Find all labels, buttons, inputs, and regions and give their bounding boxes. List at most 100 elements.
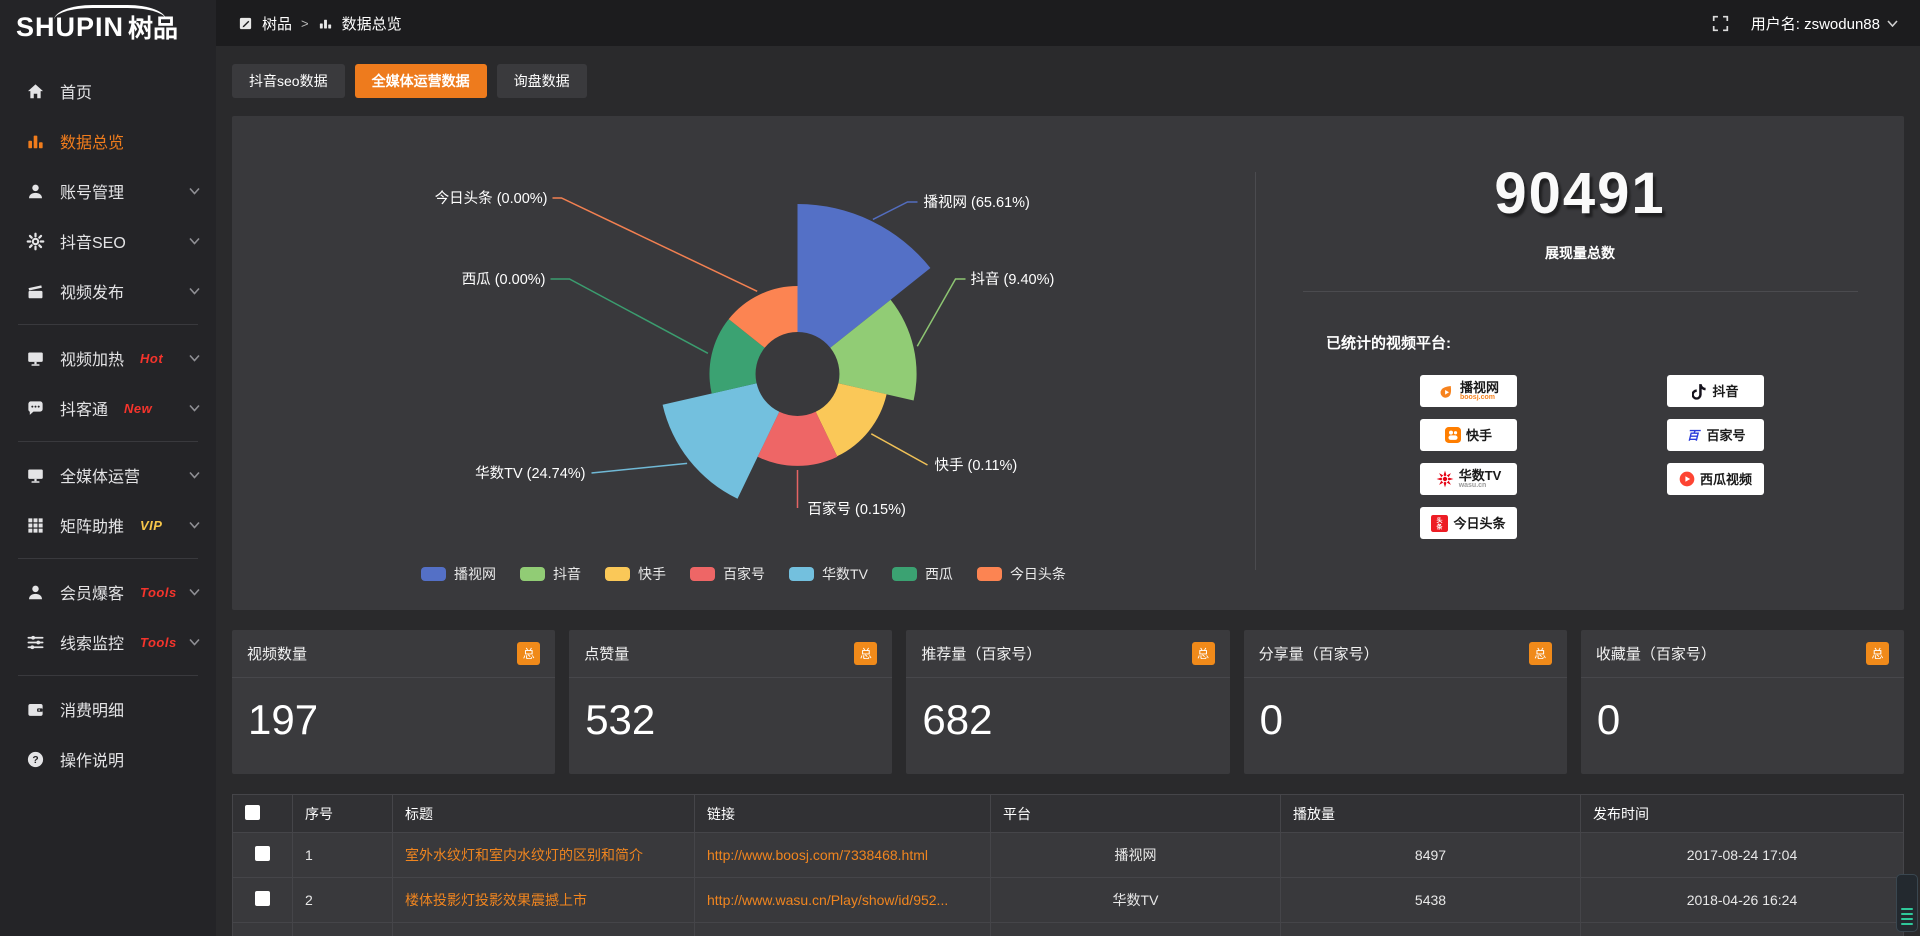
cell-time: 2018-04-26 16:24 [1580,877,1904,923]
pie-slice-百家号[interactable] [757,411,838,466]
breadcrumb-separator: > [301,15,309,31]
select-all-checkbox[interactable] [245,804,260,820]
legend-swatch [520,567,546,581]
legend-label: 百家号 [723,566,766,582]
sidebar-divider [18,441,198,442]
sidebar-badge-New: New [124,400,153,416]
pie-label-今日头条: 今日头条 (0.00%) [435,190,548,207]
cell-title-link[interactable]: 楼体投影灯投影效果震撼上市 [405,892,587,908]
stat-card-推荐量（百家号）: 推荐量（百家号） 总 682 [906,630,1230,774]
svg-text:百: 百 [1687,428,1701,442]
rose-chart-area: 播视网 (65.61%) 抖音 (9.40%) 快手 (0.11%) 百家号 (0.1… [232,116,1255,610]
sidebar-item-视频发布[interactable]: 视频发布 [0,266,216,316]
pie-slice-快手[interactable] [815,383,887,457]
sidebar-item-label: 全媒体运营 [60,469,141,486]
chevron-down-icon [189,237,200,245]
legend-label: 西瓜 [924,566,953,582]
column-header-平台: 平台 [990,794,1281,833]
content: 抖音seo数据 全媒体运营数据 询盘数据 播视网 (65.61%) 抖音 (9.40%… [216,46,1920,936]
stat-card-value: 0 [1259,696,1283,743]
legend-swatch [421,567,447,581]
pie-slice-华数TV[interactable] [662,383,780,499]
legend-label: 播视网 [454,566,497,582]
sidebar-item-操作说明[interactable]: ? 操作说明 [0,734,216,784]
sidebar-item-全媒体运营[interactable]: 全媒体运营 [0,450,216,500]
sidebar-item-视频加热[interactable]: 视频加热 Hot [0,333,216,383]
sidebar-item-账号管理[interactable]: 账号管理 [0,166,216,216]
legend-item-快手[interactable]: 快手 [605,564,666,584]
user-icon [26,182,45,201]
sidebar-badge-VIP: VIP [140,517,163,533]
svg-text:条: 条 [1436,523,1444,531]
sidebar-item-线索监控[interactable]: 线索监控 Tools [0,617,216,667]
kuaishou-logo [1444,427,1461,443]
legend-item-抖音[interactable]: 抖音 [520,564,581,584]
app-logo[interactable]: SHUPIN 树品 [0,0,216,54]
legend-item-播视网[interactable]: 播视网 [421,564,496,584]
sidebar-item-会员爆客[interactable]: 会员爆客 Tools [0,567,216,617]
pie-slice-今日头条[interactable] [728,286,798,348]
sidebar-item-数据总览[interactable]: 数据总览 [0,116,216,166]
breadcrumb: 树品 > 数据总览 [238,13,402,34]
sidebar-item-label: 抖客通 [60,402,109,419]
user-menu[interactable]: 用户名: zswodun88 [1751,13,1898,34]
sidebar-item-抖客通[interactable]: 抖客通 New [0,383,216,433]
stat-cards: 视频数量 总 197 点赞量 总 532 推荐量（百家号） 总 682 分享量（… [232,630,1905,774]
monitor-icon [26,349,45,368]
cell-no: 1 [292,832,393,878]
sidebar-item-label: 矩阵助推 [60,519,125,536]
xigua-logo [1679,471,1695,487]
gear-icon [26,232,45,251]
pie-label-华数TV: 华数TV (24.74%) [475,465,585,482]
widget-line [1901,918,1913,920]
tab-全媒体运营数据[interactable]: 全媒体运营数据 [354,64,487,98]
platform-subtext: boosj.com [1459,393,1495,401]
pie-label-西瓜: 西瓜 (0.00%) [462,272,546,288]
legend-item-今日头条[interactable]: 今日头条 [976,564,1066,584]
impressions-total: 90491 [1494,161,1666,226]
breadcrumb-current[interactable]: 数据总览 [341,15,402,33]
platform-badge-百家号: 百百家号 [1667,419,1764,451]
username-label: 用户名: zswodun88 [1750,15,1880,33]
legend-swatch [976,567,1002,581]
sidebar-item-首页[interactable]: 首页 [0,66,216,116]
floating-widget[interactable] [1896,874,1918,932]
cell-url-link[interactable]: http://www.wasu.cn/Play/show/id/952... [707,892,949,908]
sidebar-divider [18,558,198,559]
cell-time: 2017-08-24 17:04 [1580,832,1904,878]
breadcrumb-root[interactable]: 树品 [262,15,293,33]
cell-plays: 5438 [1280,877,1581,923]
wasu-logo [1436,470,1454,488]
cell-time [1580,922,1904,936]
pie-slice-抖音[interactable] [830,299,917,401]
stat-card-value: 532 [585,696,656,743]
platform-badge-西瓜视频: 西瓜视频 [1667,463,1764,495]
cell-url-link[interactable]: http://www.boosj.com/7338468.html [707,847,929,863]
stat-card-title: 收藏量（百家号） [1595,646,1716,663]
row-checkbox[interactable] [255,891,270,906]
platform-name: 播视网 [1459,379,1499,395]
cell-title-link[interactable]: 室外水纹灯和室内水纹灯的区别和简介 [405,847,643,863]
tab-询盘数据[interactable]: 询盘数据 [496,64,587,98]
total-badge: 总 [854,642,878,665]
chevron-down-icon [189,404,200,412]
legend-item-百家号[interactable]: 百家号 [690,564,765,584]
platform-name: 华数TV [1458,467,1502,483]
legend-item-华数TV[interactable]: 华数TV [789,564,868,584]
impressions-total-label: 展现量总数 [1545,245,1615,261]
summary-panel: 90491 展现量总数 已统计的视频平台: 播视网 boosj.com 快手 华数TV… [1256,116,1904,610]
legend-item-西瓜[interactable]: 西瓜 [891,564,953,584]
pie-slice-播视网[interactable] [797,204,931,348]
main-column: 树品 > 数据总览 用户名: zswodun88 抖音seo数据 全媒体运营数据询… [216,0,1920,936]
fullscreen-icon[interactable] [1712,15,1729,32]
row-checkbox[interactable] [255,846,270,861]
sidebar-item-抖音SEO[interactable]: 抖音SEO [0,216,216,266]
pie-slice-西瓜[interactable] [709,319,765,394]
sidebar-item-矩阵助推[interactable]: 矩阵助推 VIP [0,500,216,550]
platform-badge-今日头条: 头条今日头条 [1420,507,1517,539]
sidebar-item-消费明细[interactable]: 消费明细 [0,684,216,734]
sidebar: SHUPIN 树品 首页 数据总览 账号管理 抖音SEO 视频发布视频加热 Hot 抖客通 N… [0,0,216,936]
chevron-down-icon [189,521,200,529]
tab-抖音seo数据[interactable]: 抖音seo数据 [232,64,345,98]
tab-bar: 抖音seo数据 全媒体运营数据 询盘数据 [232,64,1904,98]
